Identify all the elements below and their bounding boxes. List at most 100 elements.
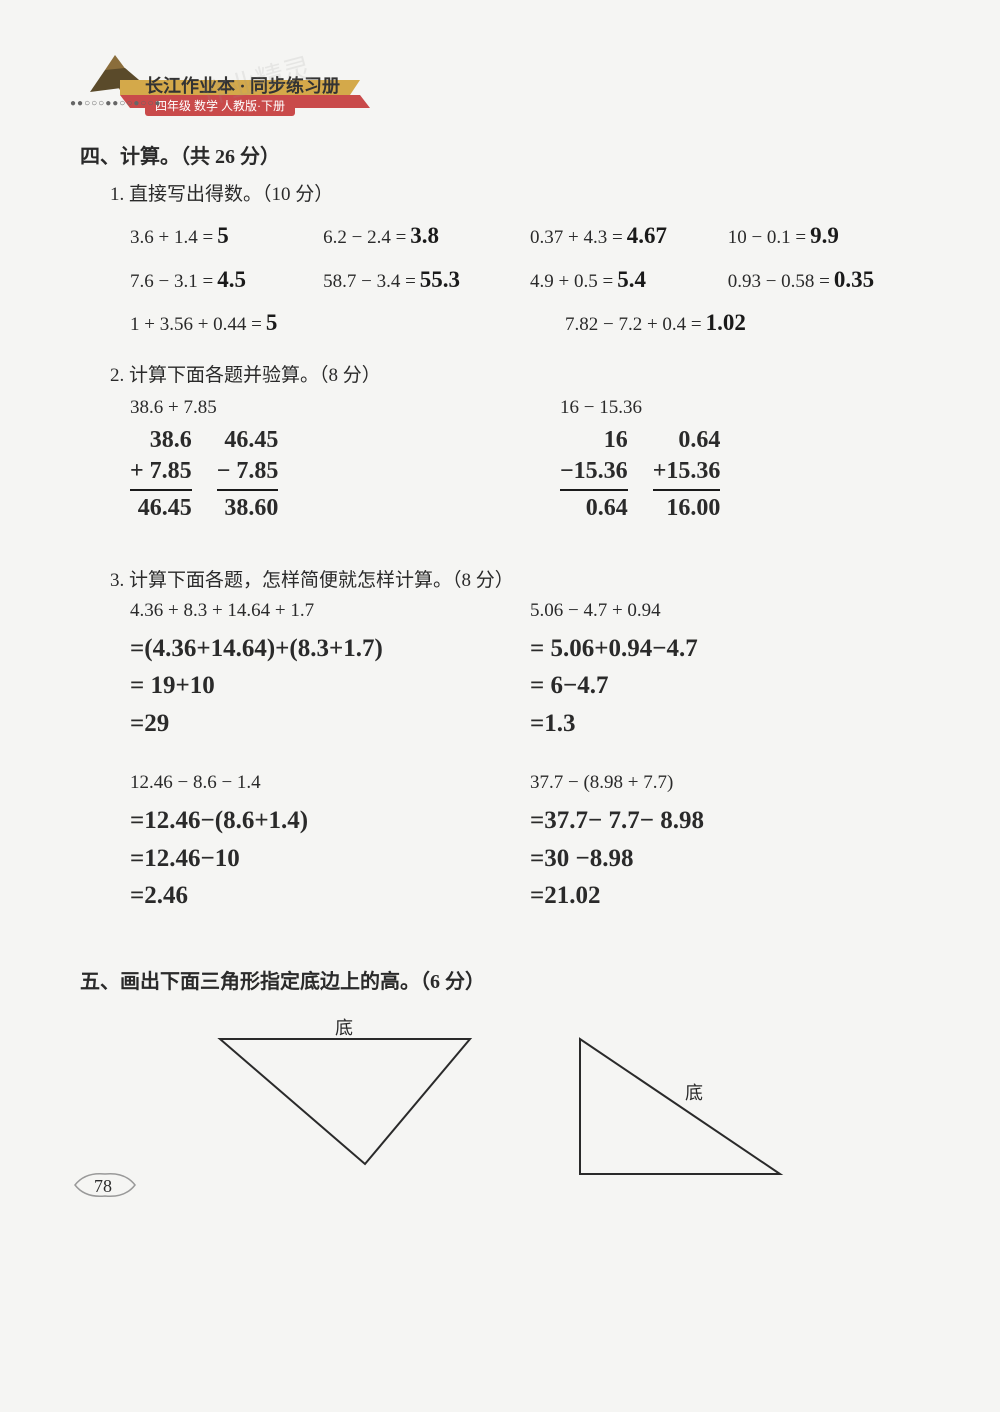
simplify-cell: 4.36 + 8.3 + 14.64 + 1.7 =(4.36+14.64)+(… [130,600,530,743]
triangle-shape-icon [565,1024,795,1184]
eq-cell: 4.9 + 0.5 =5.4 [530,258,728,302]
calc-result: 16.00 [666,493,720,524]
calc-column: 16 −15.36 0.64 [560,425,628,525]
calc-line: −15.36 [560,456,628,487]
calc-line: 16 [604,425,628,456]
header-dots: ●●○○○●●○○●○○● [70,98,162,109]
work-line: = 19+10 [130,667,530,705]
work-line: =30 −8.98 [530,840,930,878]
simplify-problem: 37.7 − (8.98 + 7.7) [530,772,930,794]
calc-result: 0.64 [586,493,628,524]
eq-cell: 1 + 3.56 + 0.44 =5 [130,301,565,345]
triangle-2: 底 [565,1024,795,1189]
simplify-cell: 37.7 − (8.98 + 7.7) =37.7− 7.7− 8.98 =30… [530,772,930,915]
eq-question: 10 − 0.1 = [728,220,806,256]
simplify-cell: 5.06 − 4.7 + 0.94 = 5.06+0.94−4.7 = 6−4.… [530,600,930,743]
work-line: =37.7− 7.7− 8.98 [530,802,930,840]
eq-question: 4.9 + 0.5 = [530,264,613,300]
eq-cell: 3.6 + 1.4 =5 [130,214,323,258]
work-line: =(4.36+14.64)+(8.3+1.7) [130,630,530,668]
base-label: 底 [685,1079,703,1105]
eq-answer: 4.67 [627,214,667,258]
work-line: =29 [130,705,530,743]
simplify-cell: 12.46 − 8.6 − 1.4 =12.46−(8.6+1.4) =12.4… [130,772,530,915]
sub3-title: 3. 计算下面各题，怎样简便就怎样计算。（8 分） [110,565,930,592]
calc-line: + 7.85 [130,456,192,487]
eq-cell: 10 − 0.1 =9.9 [728,214,930,258]
eq-question: 58.7 − 3.4 = [323,264,416,300]
simplify-work: = 5.06+0.94−4.7 = 6−4.7 =1.3 [530,630,930,743]
eq-question: 6.2 − 2.4 = [323,220,406,256]
eq-row: 1 + 3.56 + 0.44 =5 7.82 − 7.2 + 0.4 =1.0… [130,301,930,345]
simplify-work: =37.7− 7.7− 8.98 =30 −8.98 =21.02 [530,802,930,915]
simplify-problem: 12.46 − 8.6 − 1.4 [130,772,530,794]
triangle-1: 底 [205,1024,485,1189]
simplify-work: =12.46−(8.6+1.4) =12.46−10 =2.46 [130,802,530,915]
subsection-1: 1. 直接写出得数。（10 分） 3.6 + 1.4 =5 6.2 − 2.4 … [110,179,930,345]
eq-cell: 0.37 + 4.3 =4.67 [530,214,728,258]
calc-line: − 7.85 [217,456,279,487]
calc-bar [130,489,192,491]
calc-bar [560,489,628,491]
work-col-right: 16 − 15.36 16 −15.36 0.64 0.64 +15.36 [500,397,930,525]
work-line: = 6−4.7 [530,667,930,705]
work-problem: 38.6 + 7.85 [130,397,500,419]
calc-line: +15.36 [653,456,721,487]
section-4: 四、计算。（共 26 分） 1. 直接写出得数。（10 分） 3.6 + 1.4… [70,140,930,945]
work-area: 38.6 + 7.85 38.6 + 7.85 46.45 46.45 − 7.… [130,397,930,525]
sub2-title: 2. 计算下面各题并验算。（8 分） [110,360,930,387]
calc-result: 46.45 [138,493,192,524]
section-4-title: 四、计算。（共 26 分） [80,140,930,169]
calc-line: 46.45 [224,425,278,456]
eq-answer: 4.5 [217,258,246,302]
calc-column: 0.64 +15.36 16.00 [653,425,721,525]
eq-question: 3.6 + 1.4 = [130,220,213,256]
base-label: 底 [335,1014,353,1040]
eq-cell: 0.93 − 0.58 =0.35 [728,258,930,302]
work-line: =12.46−(8.6+1.4) [130,802,530,840]
eq-cell: 7.82 − 7.2 + 0.4 =1.02 [565,301,746,345]
calc-bar [653,489,721,491]
eq-answer: 0.35 [834,258,874,302]
vertical-calc: 16 −15.36 0.64 0.64 +15.36 16.00 [560,425,930,525]
calc-column: 38.6 + 7.85 46.45 [130,425,192,525]
simplify-grid: 4.36 + 8.3 + 14.64 + 1.7 =(4.36+14.64)+(… [130,600,930,945]
page-number: 78 [80,1174,126,1199]
page-number-badge: 78 [80,1174,126,1199]
eq-answer: 3.8 [410,214,439,258]
calc-bar [217,489,279,491]
simplify-problem: 4.36 + 8.3 + 14.64 + 1.7 [130,600,530,622]
subsection-2: 2. 计算下面各题并验算。（8 分） 38.6 + 7.85 38.6 + 7.… [110,360,930,525]
sub1-title: 1. 直接写出得数。（10 分） [110,179,930,206]
header-banner: 长江作业本 · 同步练习册 四年级 数学 人教版·下册 ●●○○○●●○○●○○… [70,50,930,120]
triangle-shape-icon [205,1024,485,1174]
work-line: =12.46−10 [130,840,530,878]
simplify-work: =(4.36+14.64)+(8.3+1.7) = 19+10 =29 [130,630,530,743]
subsection-3: 3. 计算下面各题，怎样简便就怎样计算。（8 分） 4.36 + 8.3 + 1… [110,565,930,945]
vertical-calc: 38.6 + 7.85 46.45 46.45 − 7.85 38.60 [130,425,500,525]
eq-question: 0.37 + 4.3 = [530,220,623,256]
eq-answer: 5 [266,301,278,345]
work-col-left: 38.6 + 7.85 38.6 + 7.85 46.45 46.45 − 7.… [130,397,500,525]
work-problem: 16 − 15.36 [560,397,930,419]
work-line: =2.46 [130,877,530,915]
eq-row: 7.6 − 3.1 =4.5 58.7 − 3.4 =55.3 4.9 + 0.… [130,258,930,302]
calc-column: 46.45 − 7.85 38.60 [217,425,279,525]
section-5: 五、画出下面三角形指定底边上的高。（6 分） 底 底 [70,965,930,1189]
calc-line: 0.64 [678,425,720,456]
eq-answer: 9.9 [810,214,839,258]
eq-answer: 5 [217,214,229,258]
work-line: =21.02 [530,877,930,915]
eq-question: 7.6 − 3.1 = [130,264,213,300]
triangles-container: 底 底 [70,1024,930,1189]
eq-answer: 1.02 [706,301,746,345]
page-container: 长江作业本 · 同步练习册 四年级 数学 人教版·下册 ●●○○○●●○○●○○… [0,0,1000,1239]
equation-grid: 3.6 + 1.4 =5 6.2 − 2.4 =3.8 0.37 + 4.3 =… [130,214,930,345]
section-5-title: 五、画出下面三角形指定底边上的高。（6 分） [80,965,930,994]
calc-line: 38.6 [150,425,192,456]
eq-answer: 55.3 [420,258,460,302]
eq-cell: 6.2 − 2.4 =3.8 [323,214,530,258]
eq-question: 7.82 − 7.2 + 0.4 = [565,307,702,343]
eq-question: 1 + 3.56 + 0.44 = [130,307,262,343]
eq-cell: 7.6 − 3.1 =4.5 [130,258,323,302]
